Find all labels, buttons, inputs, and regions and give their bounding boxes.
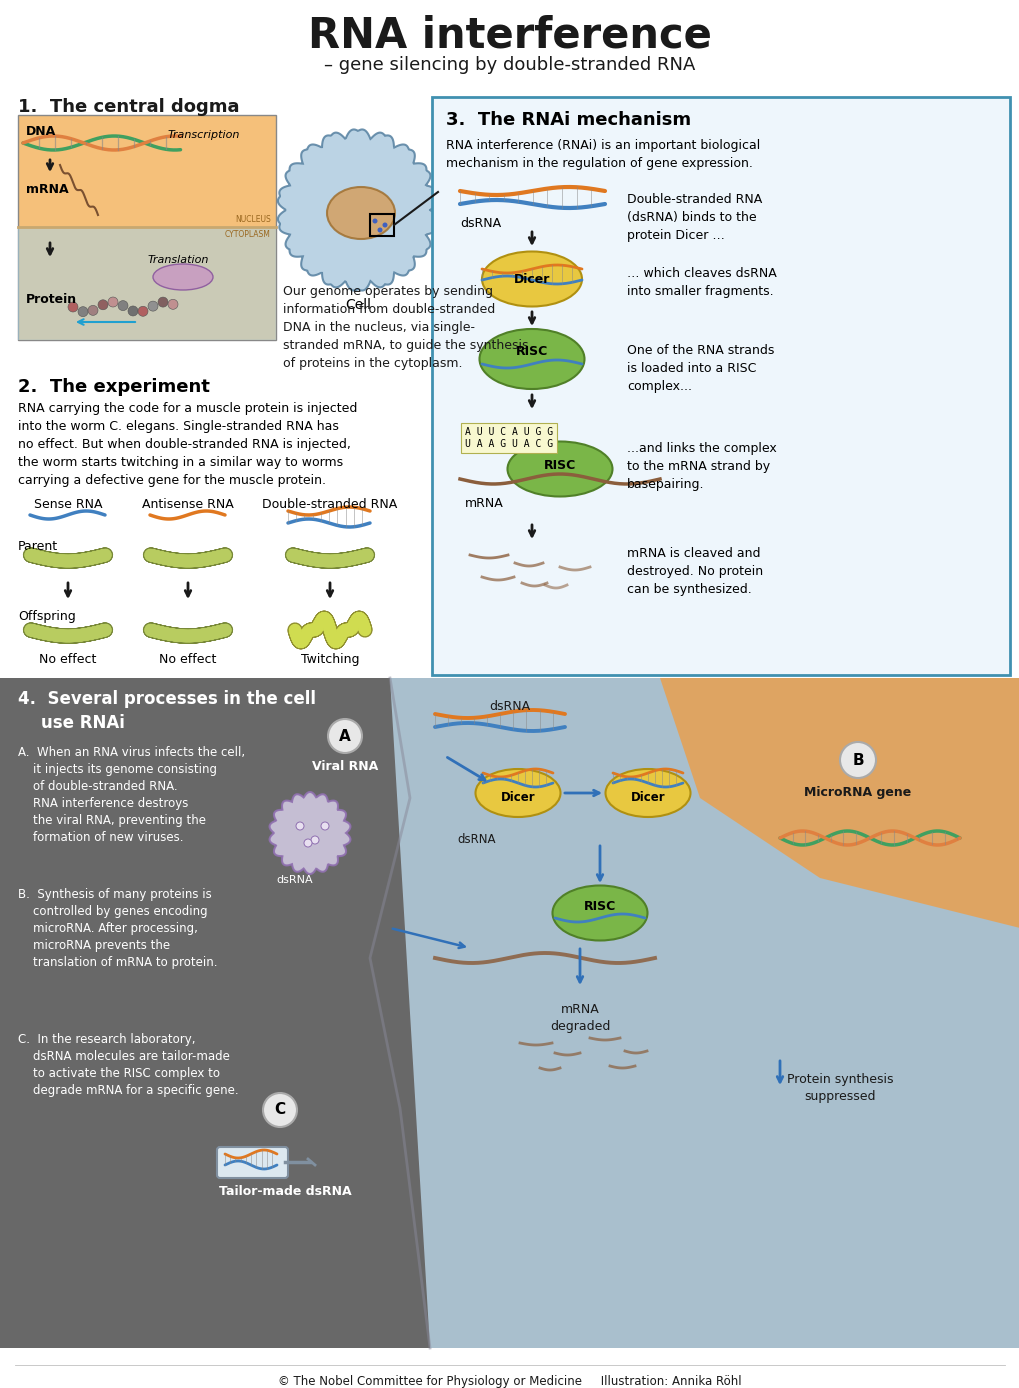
Text: DNA: DNA [25, 125, 56, 137]
Text: ...and links the complex
to the mRNA strand by
basepairing.: ...and links the complex to the mRNA str… [627, 441, 776, 491]
Text: 1.  The central dogma: 1. The central dogma [18, 99, 239, 117]
Ellipse shape [475, 769, 560, 818]
Circle shape [148, 301, 158, 311]
Circle shape [263, 1092, 297, 1127]
Text: mRNA is cleaved and
destroyed. No protein
can be synthesized.: mRNA is cleaved and destroyed. No protei… [627, 547, 762, 595]
Text: Viral RNA: Viral RNA [312, 761, 378, 773]
Circle shape [138, 307, 148, 316]
Bar [18, 228, 276, 340]
Bar [370, 214, 393, 236]
Circle shape [840, 743, 875, 779]
Text: C: C [274, 1102, 285, 1117]
Circle shape [372, 218, 377, 223]
Circle shape [311, 836, 319, 844]
Text: Parent: Parent [18, 540, 58, 552]
Text: dsRNA: dsRNA [276, 874, 313, 886]
Text: One of the RNA strands
is loaded into a RISC
complex...: One of the RNA strands is loaded into a … [627, 344, 773, 393]
FancyBboxPatch shape [18, 115, 276, 340]
Circle shape [296, 822, 304, 830]
Text: Dicer: Dicer [500, 791, 535, 804]
Text: Antisense RNA: Antisense RNA [142, 498, 233, 511]
Text: dsRNA: dsRNA [460, 217, 500, 230]
Circle shape [108, 297, 118, 307]
Polygon shape [389, 677, 1019, 1348]
Text: RISC: RISC [583, 899, 615, 912]
Text: mRNA
degraded: mRNA degraded [549, 1004, 609, 1033]
Circle shape [377, 228, 382, 233]
Ellipse shape [605, 769, 690, 818]
Text: RISC: RISC [516, 344, 547, 358]
Text: RNA carrying the code for a muscle protein is injected
into the worm C. elegans.: RNA carrying the code for a muscle prote… [18, 403, 357, 487]
Text: B.  Synthesis of many proteins is
    controlled by genes encoding
    microRNA.: B. Synthesis of many proteins is control… [18, 888, 217, 969]
Text: Transcription: Transcription [168, 130, 240, 140]
Text: A.  When an RNA virus infects the cell,
    it injects its genome consisting
   : A. When an RNA virus infects the cell, i… [18, 745, 245, 844]
Polygon shape [277, 129, 438, 290]
Text: Sense RNA: Sense RNA [34, 498, 102, 511]
Text: RNA interference (RNAi) is an important biological
mechanism in the regulation o: RNA interference (RNAi) is an important … [445, 139, 759, 169]
Text: 4.  Several processes in the cell
    use RNAi: 4. Several processes in the cell use RNA… [18, 690, 316, 731]
Circle shape [321, 822, 329, 830]
Circle shape [127, 305, 138, 316]
Text: – gene silencing by double-stranded RNA: – gene silencing by double-stranded RNA [324, 56, 695, 74]
Circle shape [118, 301, 127, 311]
Text: A U U C A U G G
U A A G U A C G: A U U C A U G G U A A G U A C G [465, 428, 552, 448]
Text: mRNA: mRNA [25, 183, 68, 196]
Circle shape [328, 719, 362, 754]
Polygon shape [269, 793, 351, 874]
Ellipse shape [479, 329, 584, 389]
Text: Offspring: Offspring [18, 609, 75, 623]
Circle shape [88, 305, 98, 315]
Ellipse shape [327, 187, 394, 239]
Text: mRNA: mRNA [465, 497, 503, 509]
Text: Translation: Translation [148, 255, 209, 265]
Text: A: A [338, 729, 351, 744]
Text: dsRNA: dsRNA [489, 700, 530, 713]
Text: Our genome operates by sending
information from double-stranded
DNA in the nucle: Our genome operates by sending informati… [282, 285, 528, 371]
Text: 2.  The experiment: 2. The experiment [18, 378, 210, 396]
Text: Double-stranded RNA
(dsRNA) binds to the
protein Dicer …: Double-stranded RNA (dsRNA) binds to the… [627, 193, 761, 242]
Text: Protein synthesis
suppressed: Protein synthesis suppressed [786, 1073, 893, 1103]
Text: Protein: Protein [25, 293, 77, 305]
Text: © The Nobel Committee for Physiology or Medicine     Illustration: Annika Röhl: © The Nobel Committee for Physiology or … [278, 1376, 741, 1388]
FancyBboxPatch shape [217, 1146, 287, 1178]
Text: RISC: RISC [543, 458, 576, 472]
Ellipse shape [552, 886, 647, 941]
Text: dsRNA: dsRNA [458, 833, 496, 847]
Text: Dicer: Dicer [514, 272, 549, 286]
Ellipse shape [482, 251, 582, 307]
Text: MicroRNA gene: MicroRNA gene [804, 786, 911, 799]
Circle shape [98, 300, 108, 310]
Text: CYTOPLASM: CYTOPLASM [225, 230, 271, 239]
Text: No effect: No effect [159, 652, 216, 666]
Text: Double-stranded RNA: Double-stranded RNA [262, 498, 397, 511]
Circle shape [68, 303, 77, 312]
Ellipse shape [507, 441, 611, 497]
Ellipse shape [153, 264, 213, 290]
Text: RNA interference: RNA interference [308, 14, 711, 56]
Circle shape [382, 222, 387, 228]
Text: Dicer: Dicer [630, 791, 664, 804]
Bar [0, 677, 1019, 1348]
Text: 3.  The RNAi mechanism: 3. The RNAi mechanism [445, 111, 691, 129]
Text: C.  In the research laboratory,
    dsRNA molecules are tailor-made
    to activ: C. In the research laboratory, dsRNA mol… [18, 1033, 238, 1097]
Text: Tailor-made dsRNA: Tailor-made dsRNA [218, 1185, 351, 1198]
Text: … which cleaves dsRNA
into smaller fragments.: … which cleaves dsRNA into smaller fragm… [627, 266, 776, 298]
Circle shape [168, 300, 178, 310]
Text: B: B [851, 752, 863, 768]
Text: NUCLEUS: NUCLEUS [235, 215, 271, 223]
Circle shape [77, 307, 88, 316]
Text: Twitching: Twitching [301, 652, 359, 666]
FancyBboxPatch shape [432, 97, 1009, 675]
Polygon shape [659, 677, 1019, 929]
Text: No effect: No effect [40, 652, 97, 666]
Circle shape [158, 297, 168, 307]
Circle shape [304, 838, 312, 847]
Text: Cell: Cell [344, 298, 371, 312]
